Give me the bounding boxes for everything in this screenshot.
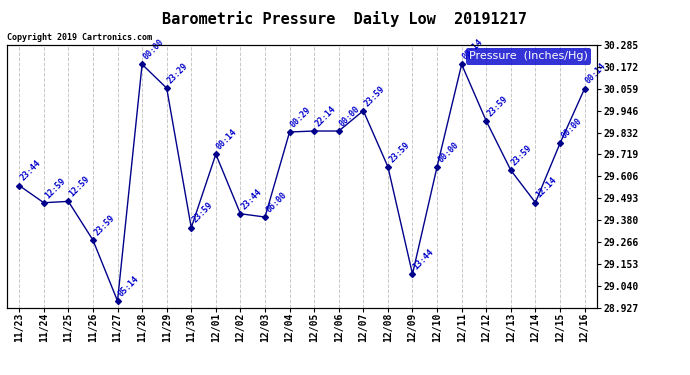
Text: 23:59: 23:59	[387, 140, 411, 164]
Text: 23:44: 23:44	[239, 187, 264, 211]
Text: 00:00: 00:00	[559, 117, 583, 141]
Text: Copyright 2019 Cartronics.com: Copyright 2019 Cartronics.com	[7, 33, 152, 42]
Text: 23:29: 23:29	[166, 61, 190, 86]
Text: 23:59: 23:59	[362, 84, 386, 108]
Text: 23:59: 23:59	[190, 201, 215, 225]
Text: 23:44: 23:44	[19, 159, 42, 183]
Text: 00:14: 00:14	[584, 62, 608, 86]
Text: 23:59: 23:59	[92, 213, 116, 237]
Text: 00:00: 00:00	[141, 38, 166, 62]
Text: Barometric Pressure  Daily Low  20191217: Barometric Pressure Daily Low 20191217	[163, 11, 527, 27]
Text: 00:00: 00:00	[436, 140, 460, 164]
Text: 00:29: 00:29	[289, 105, 313, 129]
Text: 12:14: 12:14	[535, 176, 559, 200]
Text: 13:44: 13:44	[412, 247, 435, 271]
Text: 12:59: 12:59	[68, 174, 92, 199]
Legend: Pressure  (Inches/Hg): Pressure (Inches/Hg)	[466, 48, 591, 64]
Text: 00:14: 00:14	[215, 128, 239, 152]
Text: 22:14: 22:14	[313, 104, 337, 128]
Text: 00:14: 00:14	[461, 38, 485, 62]
Text: 05:14: 05:14	[117, 274, 141, 298]
Text: 23:59: 23:59	[486, 94, 509, 118]
Text: 00:00: 00:00	[338, 104, 362, 128]
Text: 23:59: 23:59	[510, 144, 534, 168]
Text: 12:59: 12:59	[43, 176, 67, 200]
Text: 06:00: 06:00	[264, 190, 288, 214]
